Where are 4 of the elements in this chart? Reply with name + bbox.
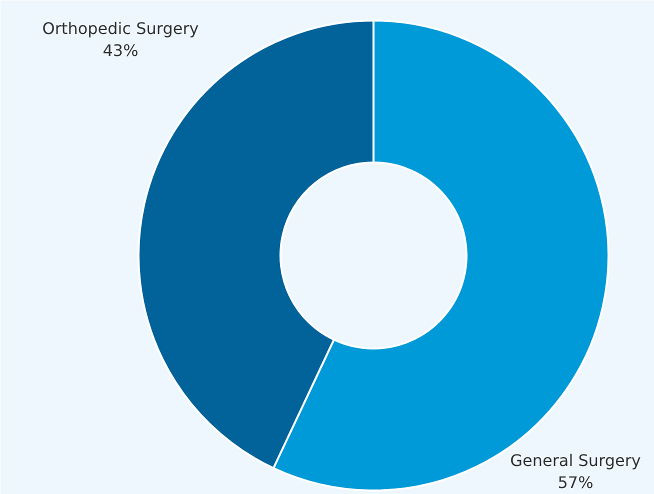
slice-label: Orthopedic Surgery: [42, 19, 199, 38]
data-label: 57%: [558, 473, 594, 492]
data-label: 43%: [102, 41, 138, 60]
slice-label: General Surgery: [510, 451, 641, 470]
